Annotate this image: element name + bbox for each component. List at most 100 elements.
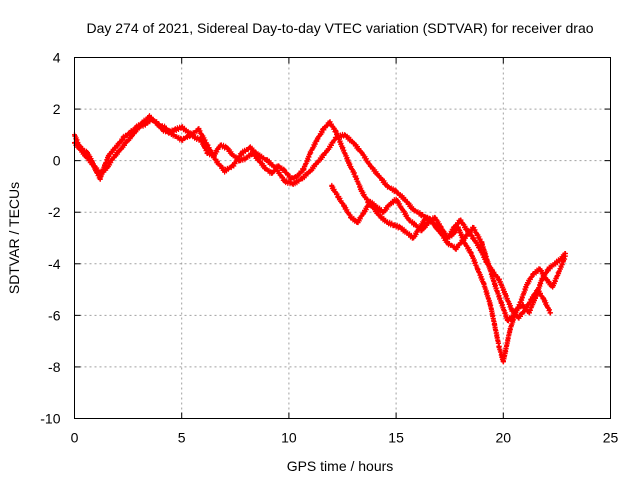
data-point [104, 165, 110, 171]
data-point [380, 209, 386, 215]
data-point [393, 189, 399, 195]
data-point [290, 181, 296, 187]
data-point [155, 122, 161, 128]
data-point [550, 284, 556, 290]
y-axis-label: SDTVAR / TECUs [6, 182, 22, 294]
data-point [127, 129, 133, 135]
data-point [282, 168, 288, 174]
data-point [397, 225, 403, 231]
x-tick-label: 15 [388, 430, 404, 446]
grid [74, 57, 611, 419]
data-point [457, 217, 463, 223]
data-point [324, 147, 330, 153]
data-point [492, 323, 498, 329]
data-point [256, 152, 262, 158]
data-point [552, 261, 558, 267]
data-point [282, 178, 288, 184]
data-point [149, 116, 155, 122]
data-point [136, 124, 142, 130]
data-point [535, 287, 541, 293]
data-point [462, 235, 468, 241]
data-point [162, 124, 168, 130]
data-point [410, 235, 416, 241]
data-point [515, 315, 521, 321]
data-point [402, 196, 408, 202]
data-point [247, 145, 253, 151]
data-point [172, 127, 178, 133]
data-point [445, 240, 451, 246]
data-point [412, 222, 418, 228]
data-point [481, 281, 487, 287]
data-point [562, 253, 568, 259]
series-markers [329, 182, 553, 321]
data-point [468, 250, 474, 256]
data-point [453, 245, 459, 251]
y-tick-label: -2 [48, 204, 61, 220]
data-point [545, 266, 551, 272]
data-point [224, 145, 230, 151]
x-tick-label: 20 [496, 430, 512, 446]
data-point [496, 343, 502, 349]
data-point [378, 214, 384, 220]
data-point [445, 235, 451, 241]
data-point [196, 127, 202, 133]
data-point [348, 214, 354, 220]
data-point [361, 209, 367, 215]
series-markers [72, 116, 568, 324]
data-point [170, 132, 176, 138]
data-point [487, 302, 493, 308]
data-point [213, 158, 219, 164]
data-point [346, 160, 352, 166]
data-point [464, 227, 470, 233]
data-point [316, 158, 322, 164]
x-tick-label: 25 [603, 430, 619, 446]
data-point [502, 292, 508, 298]
data-point [355, 220, 361, 226]
data-point [243, 155, 249, 161]
data-point [106, 152, 112, 158]
data-point [340, 145, 345, 151]
ticks: 0 5 10 15 20 25 -10 -8 -6 -4 -2 0 2 4 [40, 50, 618, 446]
data-point [333, 129, 339, 135]
series-3 [329, 182, 553, 321]
data-point [470, 235, 476, 241]
data-point [500, 359, 506, 365]
data-point [273, 165, 279, 171]
data-point [179, 124, 185, 130]
data-point [301, 165, 307, 171]
data-point [222, 168, 228, 174]
data-point [498, 299, 504, 305]
data-point [264, 158, 270, 164]
data-point [432, 214, 438, 220]
chart-title: Day 274 of 2021, Sidereal Day-to-day VTE… [86, 20, 593, 36]
y-tick-label: 0 [53, 153, 61, 169]
data-point [230, 152, 236, 158]
data-point [329, 183, 335, 189]
data-point [541, 297, 547, 303]
data-point [342, 132, 348, 138]
y-tick-label: -8 [48, 359, 61, 375]
data-point [505, 318, 511, 324]
data-point [522, 307, 528, 313]
y-tick-label: -6 [48, 307, 61, 323]
data-point [359, 150, 365, 156]
data-point [410, 207, 416, 213]
data-point [475, 266, 481, 272]
data-point [419, 212, 425, 218]
data-point [192, 134, 198, 140]
data-point [393, 196, 399, 202]
data-point [509, 307, 515, 313]
data-point [385, 183, 391, 189]
data-point [477, 245, 483, 251]
data-point [556, 269, 562, 275]
data-point [117, 147, 123, 153]
y-tick-label: 4 [53, 50, 61, 66]
data-point [376, 173, 382, 179]
series-1 [72, 113, 568, 365]
data-point [406, 217, 412, 223]
data-point [350, 140, 356, 146]
data-point [110, 147, 116, 153]
data-point [507, 328, 513, 334]
data-point [387, 201, 393, 207]
data-point [539, 276, 545, 282]
